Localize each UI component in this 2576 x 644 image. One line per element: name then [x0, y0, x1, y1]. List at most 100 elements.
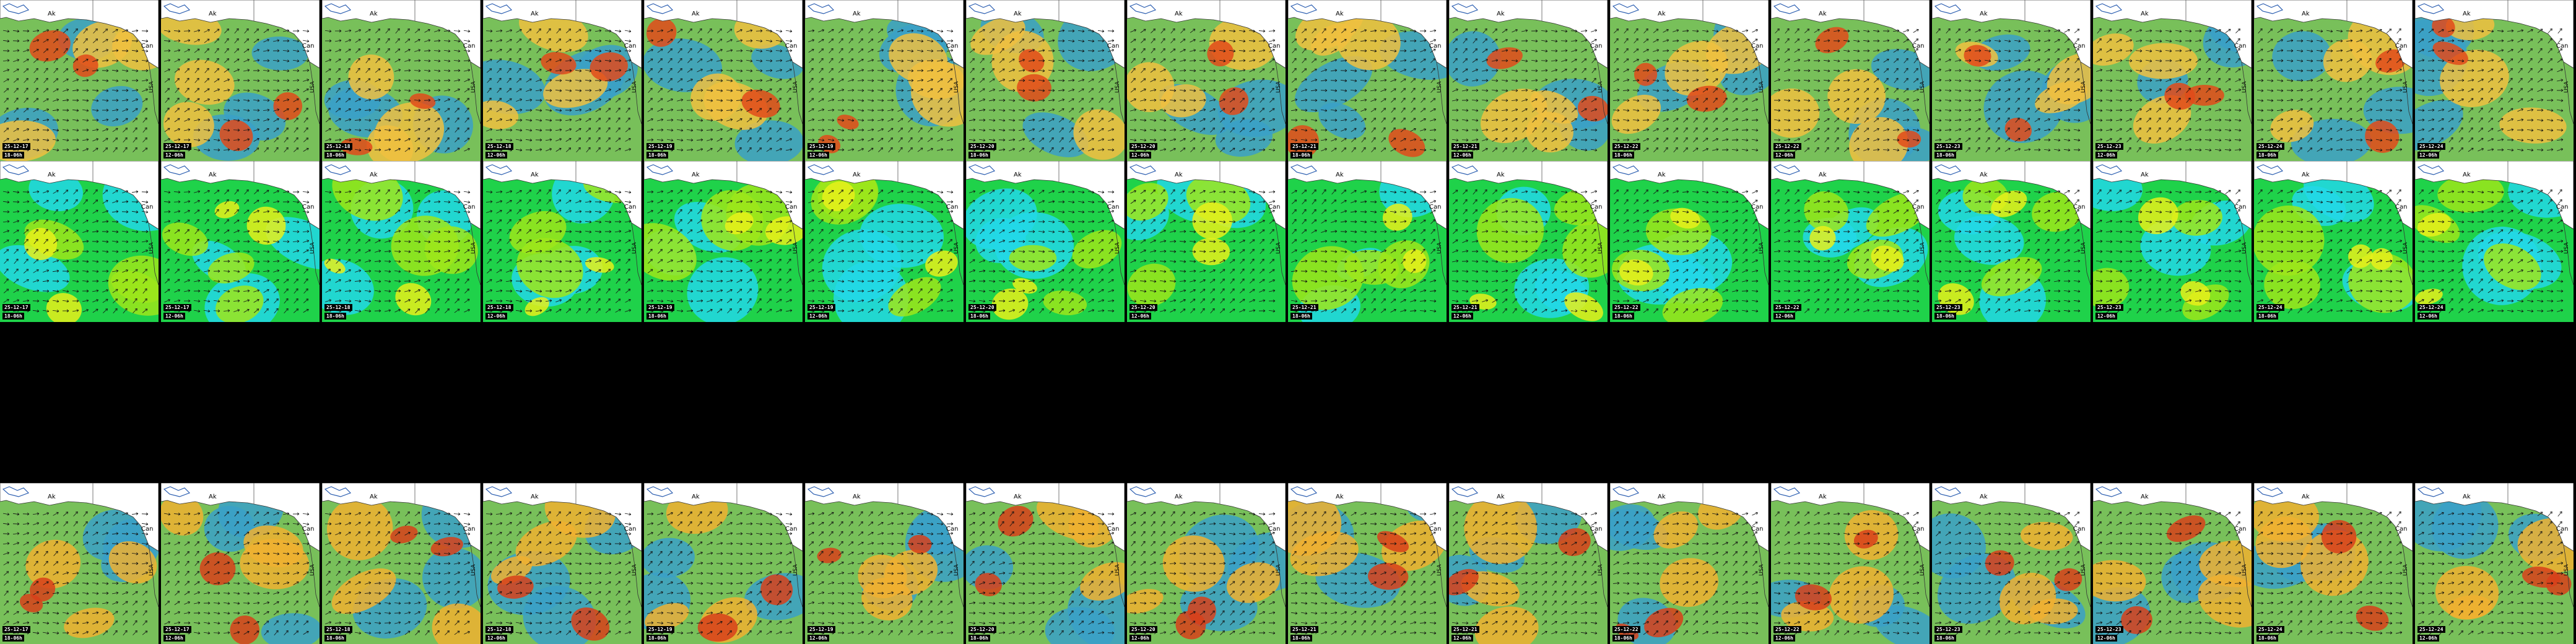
wind-arrow [43, 88, 49, 93]
wind-arrow [1248, 30, 1256, 33]
wind-arrow [1824, 108, 1830, 112]
wind-arrow [1632, 99, 1640, 102]
wind-arrow [2095, 118, 2103, 122]
wind-arrow [253, 108, 260, 112]
wind-arrow [1531, 69, 1538, 72]
wind-arrow [293, 89, 300, 92]
wind-arrow [497, 67, 502, 73]
wind-arrow [1300, 108, 1308, 112]
wind-arrow [1683, 137, 1688, 143]
wind-arrow [1814, 128, 1820, 132]
wind-arrow [624, 59, 632, 62]
wind-arrow [485, 29, 493, 33]
wind-arrow [2126, 128, 2132, 133]
wind-arrow [1009, 69, 1015, 72]
wind-arrow [355, 38, 361, 43]
wind-arrow [444, 59, 451, 63]
wind-arrow [384, 128, 391, 132]
wind-arrow [1864, 97, 1869, 103]
wind-arrow [1189, 108, 1196, 112]
wind-arrow [2297, 59, 2304, 63]
wind-arrow [1633, 109, 1640, 112]
wind-arrow [1008, 98, 1016, 102]
wind-arrow [2044, 138, 2051, 142]
wind-arrow [2054, 149, 2061, 152]
wind-arrow [2146, 118, 2151, 123]
wind-arrow [142, 127, 147, 133]
wind-arrow [2146, 108, 2152, 113]
wind-arrow [604, 39, 612, 43]
wind-arrow [677, 38, 682, 43]
wind-arrow [615, 40, 622, 43]
date-stamp: 25-12-20 [968, 143, 996, 150]
wind-arrow [283, 59, 290, 63]
wind-arrow [464, 40, 471, 43]
hour-stamp: 18-06h [1290, 152, 1312, 159]
wind-arrow [1813, 89, 1821, 92]
wind-arrow [83, 28, 88, 34]
wind-arrow [1892, 138, 1900, 142]
wind-arrow [555, 48, 562, 53]
wind-arrow [303, 107, 308, 113]
wind-arrow [43, 77, 48, 83]
label-usa: USA [149, 242, 155, 254]
wind-arrow [1591, 77, 1596, 83]
wind-arrow [1068, 69, 1075, 72]
wind-arrow [102, 28, 108, 33]
wind-arrow [414, 69, 421, 72]
wind-arrow [1552, 117, 1557, 123]
wind-arrow [716, 69, 723, 72]
wind-arrow [625, 117, 630, 123]
wind-arrow [1481, 109, 1489, 112]
wind-arrow [2226, 58, 2230, 64]
wind-arrow [1853, 147, 1860, 152]
wind-arrow [827, 129, 835, 132]
wind-arrow [385, 119, 391, 122]
wind-arrow [82, 118, 89, 122]
wind-arrow [1199, 39, 1206, 42]
wind-arrow [648, 87, 653, 94]
wind-arrow [1946, 28, 1951, 34]
wind-arrow [394, 69, 401, 72]
wind-arrow [1453, 68, 1458, 73]
wave-map [0, 0, 159, 161]
wind-arrow [726, 137, 733, 142]
wind-arrow [1945, 58, 1951, 63]
wind-arrow [1643, 137, 1649, 142]
wind-arrow [1541, 88, 1547, 92]
wind-arrow [697, 38, 702, 44]
wind-arrow [1209, 89, 1216, 92]
field-blob [2272, 31, 2331, 81]
wind-arrow [1570, 29, 1578, 33]
land-mass [2093, 0, 2252, 69]
hour-stamp: 12-06h [1773, 152, 1795, 159]
wind-arrow [1803, 108, 1811, 112]
wind-arrow [1814, 39, 1820, 43]
wind-arrow [1107, 148, 1115, 152]
wind-arrow [1430, 98, 1436, 103]
wind-arrow [1471, 138, 1479, 142]
wind-arrow [646, 138, 654, 142]
wind-arrow [374, 148, 381, 152]
wind-arrow [496, 39, 503, 42]
wind-arrow [2034, 39, 2041, 43]
wind-arrow [131, 69, 139, 72]
wind-arrow [2004, 79, 2011, 82]
wind-arrow [284, 127, 289, 133]
wind-arrow [404, 89, 411, 92]
wind-arrow [1531, 50, 1538, 53]
label-alaska: Ak [692, 11, 700, 17]
wind-arrow [404, 137, 411, 142]
wind-arrow [937, 59, 944, 62]
wind-arrow [102, 118, 109, 121]
field-blob [273, 92, 303, 120]
wind-arrow [1471, 128, 1479, 132]
wind-arrow [1482, 38, 1487, 43]
wind-arrow [1752, 67, 1757, 74]
wind-arrow [1853, 29, 1860, 33]
wind-arrow [1019, 138, 1025, 142]
wind-arrow [604, 69, 612, 72]
wind-arrow [1751, 149, 1759, 152]
wind-arrow [184, 118, 190, 122]
wind-arrow [1662, 69, 1669, 72]
